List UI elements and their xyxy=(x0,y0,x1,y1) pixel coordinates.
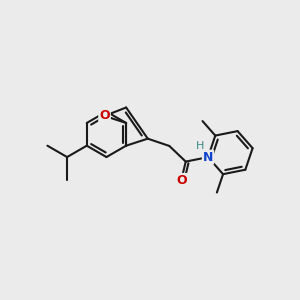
Text: H: H xyxy=(196,141,205,151)
Text: O: O xyxy=(99,110,110,122)
Text: N: N xyxy=(203,151,213,164)
Text: O: O xyxy=(176,174,187,187)
